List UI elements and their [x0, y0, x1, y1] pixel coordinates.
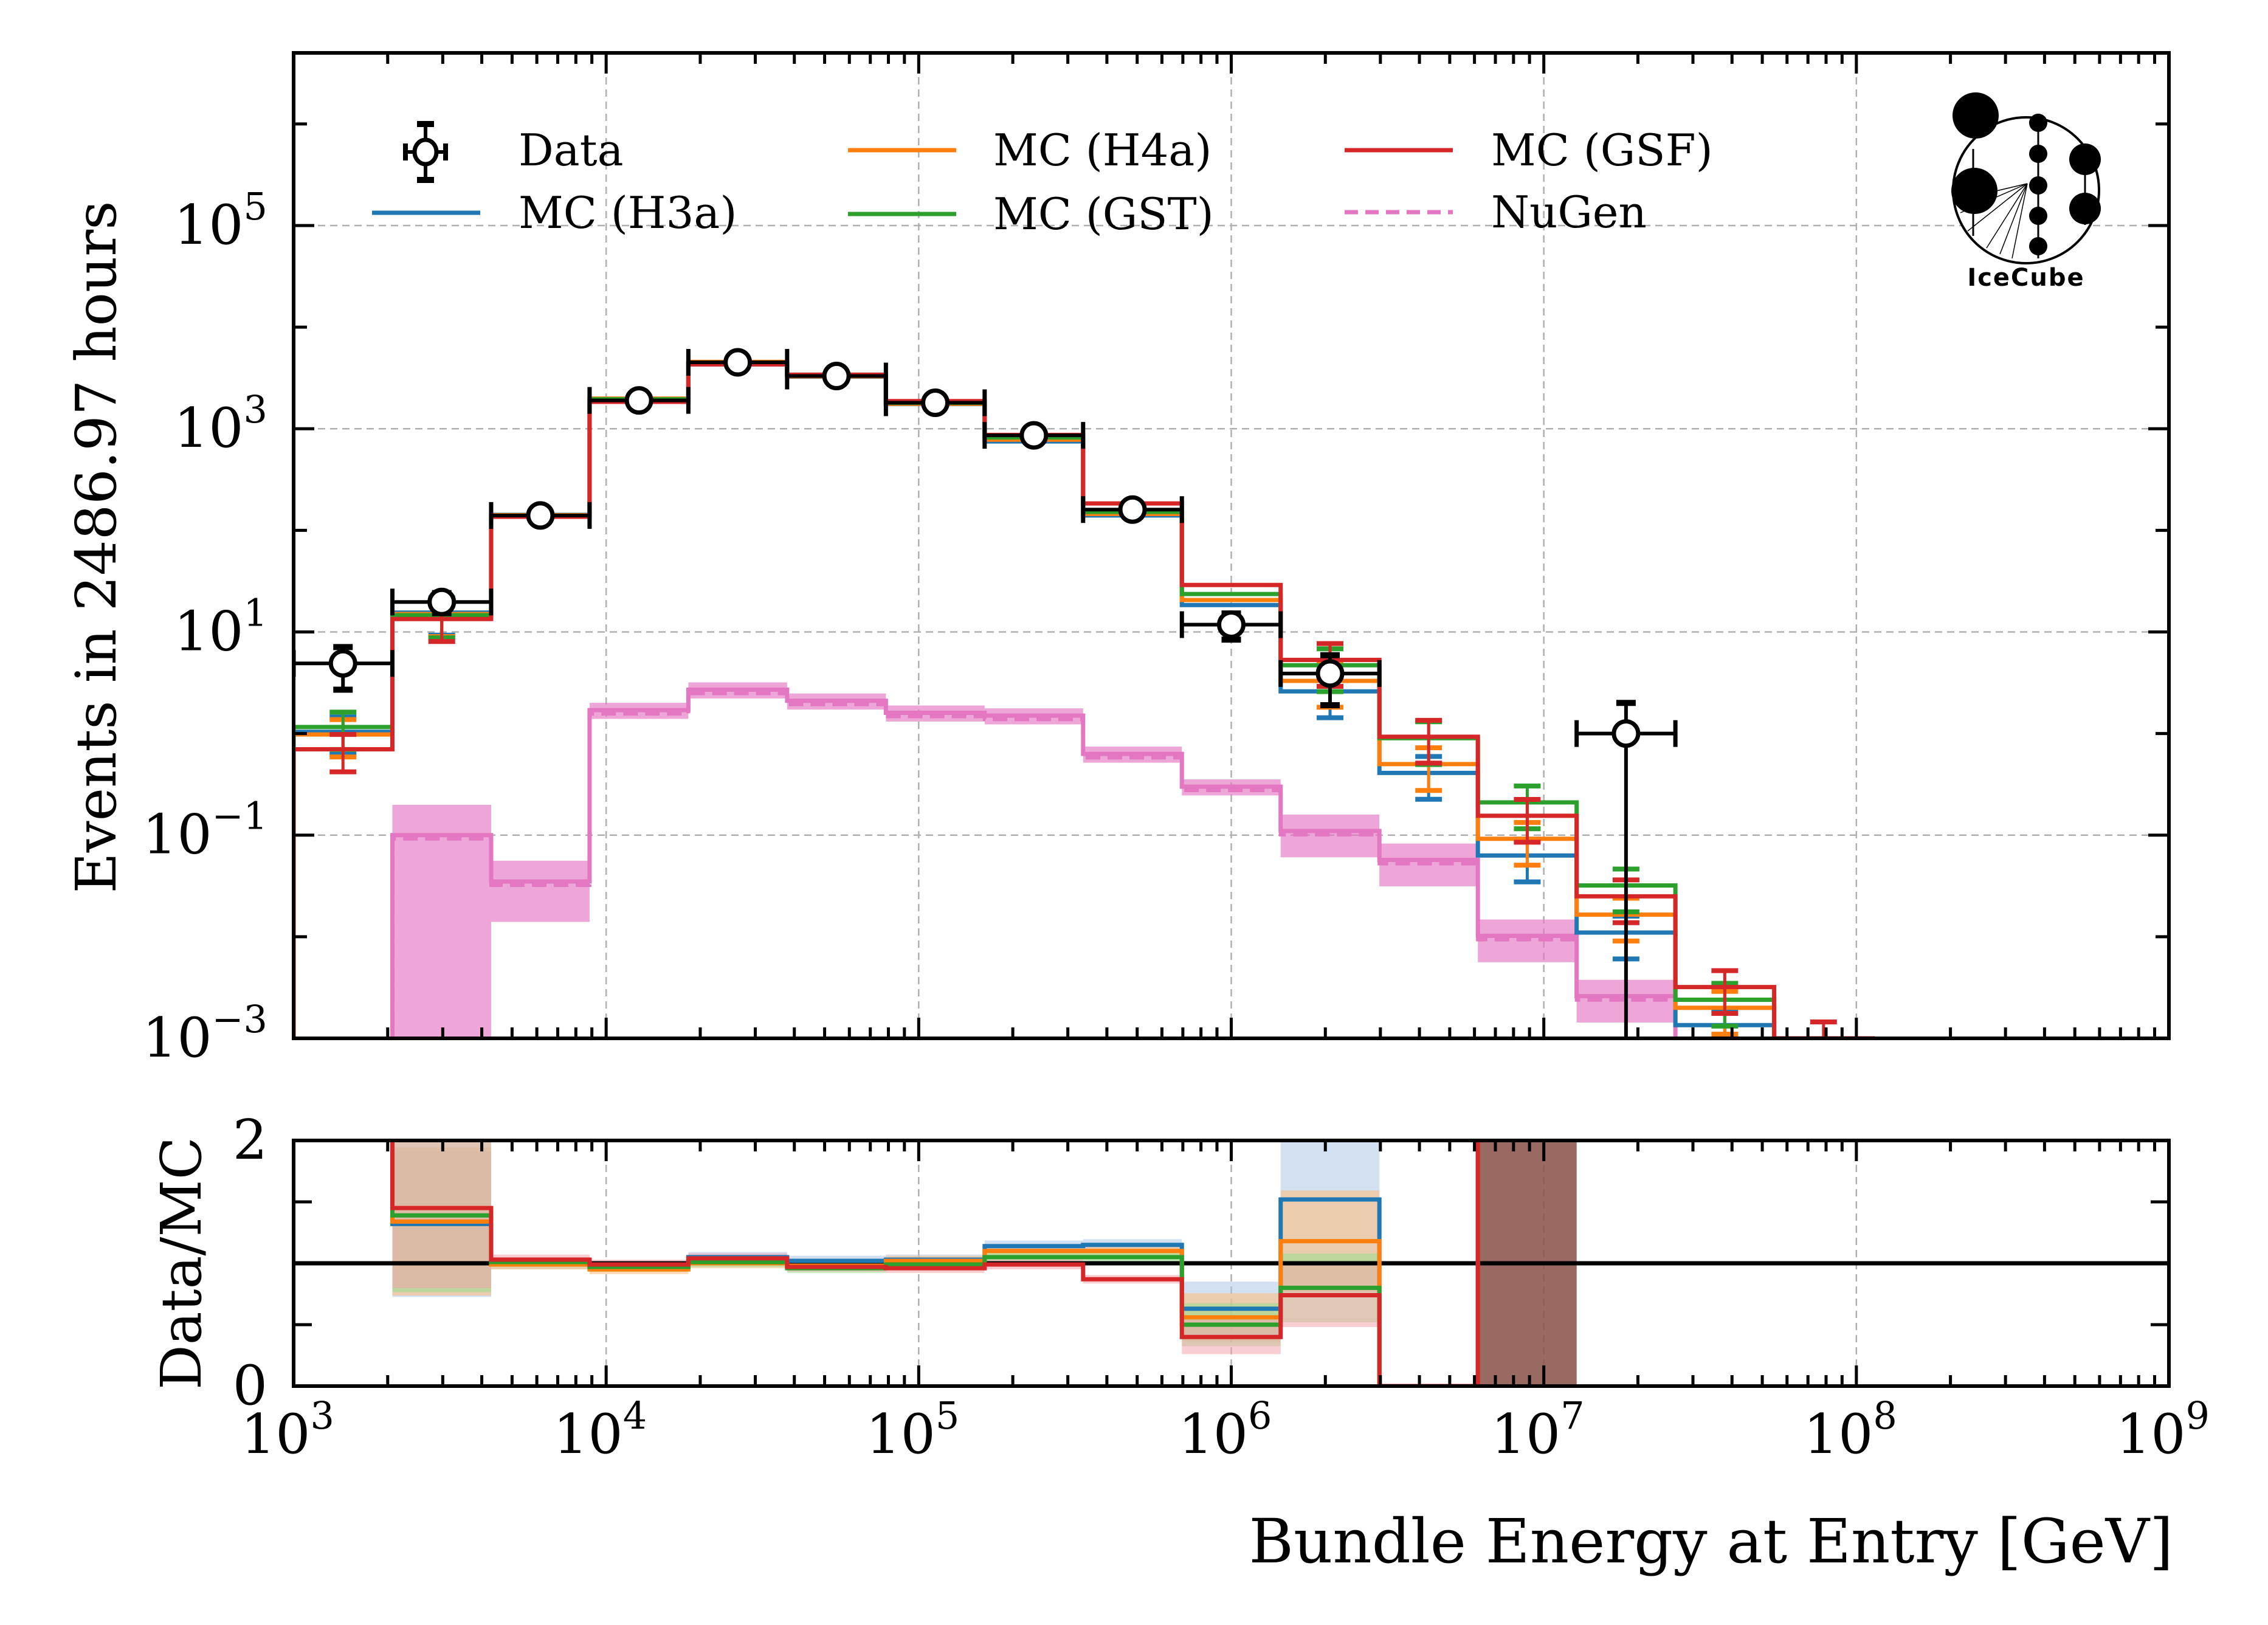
x-tick-label: 106	[1179, 1393, 1272, 1466]
icecube-logo-icon: IceCube	[1951, 92, 2101, 292]
ratio-series	[390, 1140, 1480, 1386]
x-tick-label: 103	[241, 1393, 334, 1466]
ratio-band	[294, 1067, 392, 1069]
x-tick-label: 105	[866, 1393, 959, 1466]
main-ytick-labels: 10−3 10−1 101 103 105	[142, 184, 267, 1070]
data-point	[822, 362, 851, 391]
xtick-labels: 103 104 105 106 107 108 109	[241, 1393, 2210, 1466]
main-bands	[392, 682, 1676, 1038]
data-point	[328, 649, 357, 678]
data-point	[1118, 495, 1147, 524]
legend-item-h4a: MC (H4a)	[848, 125, 1212, 176]
data-point	[723, 348, 753, 377]
legend: Data MC (H3a) MC (H4a) MC (GST) MC (GSF)…	[372, 121, 1713, 240]
main-series	[294, 359, 1875, 1038]
legend-label: MC (GST)	[993, 188, 1214, 240]
ratio-y-tick-label: 0	[233, 1354, 267, 1418]
nugen-band	[392, 804, 491, 1038]
ratio-ytick-labels: 02	[233, 1108, 267, 1418]
legend-item-gsf: MC (GSF)	[1345, 125, 1713, 176]
ratio-y-tick-label: 2	[233, 1108, 267, 1172]
legend-item-data: Data	[403, 121, 624, 183]
ratio-line-h4a	[390, 1140, 1480, 1386]
x-tick-label: 109	[2116, 1393, 2210, 1466]
ratio-line-gsf	[390, 1140, 1480, 1386]
ratio-ticks	[292, 1139, 2169, 1388]
ratio-line-gst	[390, 1140, 1480, 1386]
ratio-bands	[294, 1067, 1577, 1386]
x-tick-label: 104	[553, 1393, 647, 1466]
data-point	[1611, 719, 1641, 748]
legend-item-h3a: MC (H3a)	[372, 187, 737, 238]
legend-label: Data	[519, 125, 624, 176]
legend-item-gst: MC (GST)	[848, 188, 1214, 240]
ratio-y-axis-label: Data/MC	[149, 1137, 214, 1390]
y-axis-label: Events in 2486.97 hours	[64, 201, 129, 894]
ratio-band	[294, 1067, 392, 1103]
legend-label: MC (H3a)	[519, 187, 737, 238]
ratio-panel: 02 103 104 105 106 107 108 109 Data/MC Bundle …	[149, 1067, 2210, 1577]
x-axis-label: Bundle Energy at Entry [GeV]	[1249, 1506, 2173, 1577]
y-tick-label: 101	[174, 590, 267, 663]
data-point	[624, 386, 653, 415]
y-tick-label: 10−3	[142, 997, 267, 1070]
data-point	[427, 587, 457, 616]
y-tick-label: 103	[174, 387, 267, 460]
legend-label: MC (GSF)	[1491, 125, 1713, 176]
legend-label: NuGen	[1491, 187, 1647, 238]
legend-label: MC (H4a)	[993, 125, 1212, 176]
y-tick-label: 10−1	[142, 794, 267, 867]
y-tick-label: 105	[174, 184, 267, 257]
main-ticks	[292, 53, 2169, 1040]
data-point	[526, 501, 555, 530]
data-marker-icon	[412, 137, 439, 167]
nugen-band	[491, 860, 590, 922]
data-point	[921, 388, 950, 418]
main-data	[294, 348, 1678, 1038]
data-point	[1019, 421, 1049, 450]
x-tick-label: 107	[1491, 1393, 1585, 1466]
x-tick-label: 108	[1804, 1393, 1897, 1466]
main-panel: 10−3 10−1 101 103 105 Events in 2486.97 hour…	[64, 51, 2171, 1070]
data-point	[1217, 610, 1246, 639]
data-point	[1315, 659, 1345, 688]
logo-text: IceCube	[1967, 264, 2084, 292]
legend-item-nugen: NuGen	[1345, 187, 1647, 238]
nugen-dashed-line	[390, 691, 1678, 1038]
